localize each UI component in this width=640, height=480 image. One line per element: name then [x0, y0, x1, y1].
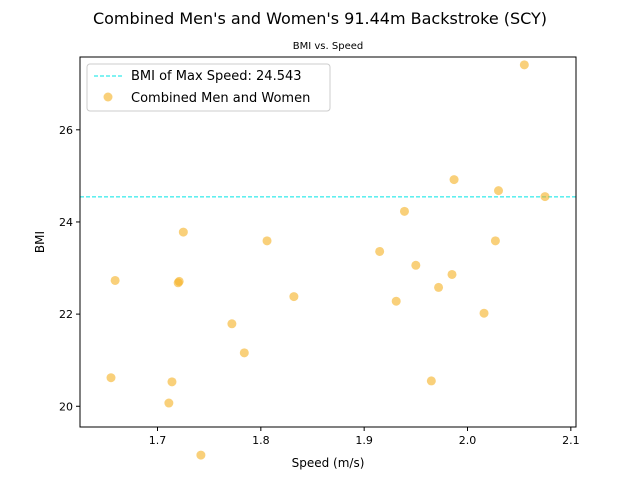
x-tick-label: 1.7: [149, 434, 167, 447]
data-point: [447, 269, 457, 279]
x-tick-label: 1.8: [252, 434, 270, 447]
legend: BMI of Max Speed: 24.543 Combined Men an…: [86, 63, 331, 112]
data-point: [106, 373, 116, 383]
data-point: [391, 296, 401, 306]
axes-frame: [79, 56, 577, 428]
x-tick-label: 2.1: [562, 434, 580, 447]
y-tick-label: 24: [59, 216, 73, 229]
data-point: [449, 175, 459, 185]
data-point: [110, 275, 120, 285]
y-tick-label: 26: [59, 124, 73, 137]
chart-title: Combined Men's and Women's 91.44m Backst…: [93, 9, 547, 28]
plot-area: [80, 60, 576, 460]
data-point: [519, 60, 529, 70]
data-point: [164, 398, 174, 408]
data-point: [426, 376, 436, 386]
data-point: [540, 192, 550, 202]
x-axis-label: Speed (m/s): [292, 456, 365, 470]
data-point: [167, 377, 177, 387]
data-point: [494, 186, 503, 196]
x-tick-label: 1.9: [355, 434, 373, 447]
data-point: [411, 260, 421, 270]
data-point: [178, 227, 188, 237]
data-point: [289, 292, 299, 302]
data-point: [399, 206, 409, 216]
y-tick-label: 20: [59, 400, 73, 413]
data-point: [375, 246, 385, 256]
legend-reference-line-label: BMI of Max Speed: 24.543: [131, 69, 302, 84]
data-point: [434, 282, 444, 292]
y-axis: 20 22 24 26: [59, 124, 80, 413]
chart-subtitle: BMI vs. Speed: [293, 41, 363, 52]
data-point: [174, 276, 184, 286]
data-point: [479, 308, 489, 318]
data-point: [239, 348, 249, 358]
y-axis-label: BMI: [33, 231, 47, 253]
data-point: [196, 450, 206, 460]
y-tick-label: 22: [59, 308, 73, 321]
legend-series-label: Combined Men and Women: [131, 91, 310, 106]
x-tick-label: 2.0: [459, 434, 477, 447]
data-point: [227, 319, 237, 329]
legend-box: [86, 63, 331, 112]
x-axis: 1.7 1.8 1.9 2.0 2.1: [149, 427, 580, 447]
data-point: [262, 236, 272, 246]
data-point: [490, 236, 500, 246]
legend-series-marker: [103, 92, 113, 102]
